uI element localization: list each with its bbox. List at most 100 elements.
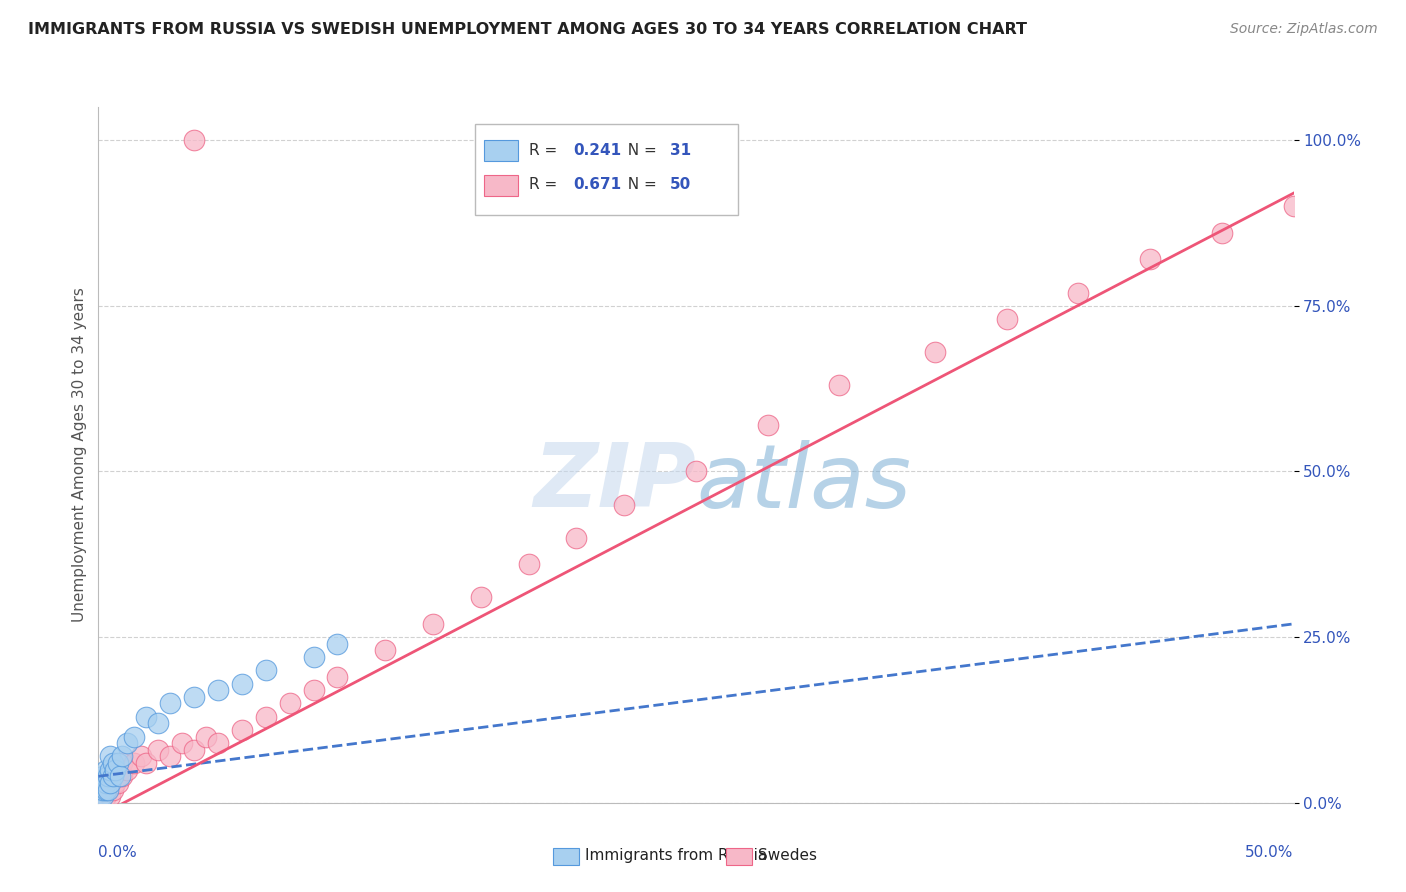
Text: R =: R = bbox=[529, 178, 562, 193]
Point bbox=[148, 743, 170, 757]
Point bbox=[90, 782, 112, 797]
Point bbox=[90, 789, 112, 804]
Text: 0.0%: 0.0% bbox=[98, 845, 138, 860]
Text: N =: N = bbox=[619, 143, 662, 158]
Point bbox=[159, 749, 181, 764]
Y-axis label: Unemployment Among Ages 30 to 34 years: Unemployment Among Ages 30 to 34 years bbox=[72, 287, 87, 623]
Point bbox=[115, 763, 138, 777]
Point bbox=[91, 782, 114, 797]
FancyBboxPatch shape bbox=[475, 124, 738, 215]
Point bbox=[183, 743, 205, 757]
Point bbox=[924, 345, 946, 359]
Point bbox=[131, 749, 153, 764]
Point bbox=[231, 723, 253, 737]
Text: N =: N = bbox=[619, 178, 662, 193]
Point bbox=[94, 763, 117, 777]
Point bbox=[828, 378, 851, 392]
Text: Immigrants from Russia: Immigrants from Russia bbox=[585, 848, 768, 863]
Point bbox=[124, 730, 146, 744]
Text: ZIP: ZIP bbox=[533, 439, 696, 526]
Point bbox=[135, 756, 157, 770]
Point bbox=[278, 697, 301, 711]
Point bbox=[183, 690, 205, 704]
Point bbox=[756, 418, 779, 433]
Point bbox=[98, 749, 122, 764]
Text: 0.241: 0.241 bbox=[572, 143, 621, 158]
Point bbox=[422, 616, 444, 631]
Bar bbox=[553, 848, 579, 865]
Point bbox=[104, 763, 127, 777]
Point bbox=[1282, 199, 1305, 213]
Point bbox=[115, 736, 138, 750]
Point bbox=[104, 776, 127, 790]
Point bbox=[517, 558, 540, 572]
Point bbox=[108, 763, 131, 777]
Point bbox=[97, 782, 120, 797]
Point bbox=[183, 133, 205, 147]
Text: 50.0%: 50.0% bbox=[1246, 845, 1294, 860]
Text: 0.671: 0.671 bbox=[572, 178, 621, 193]
Point bbox=[101, 782, 124, 797]
Bar bbox=[725, 848, 752, 865]
Bar bbox=[485, 175, 517, 196]
Point bbox=[107, 769, 129, 783]
Point bbox=[91, 776, 114, 790]
Point bbox=[90, 776, 112, 790]
Point bbox=[98, 789, 122, 804]
Point bbox=[98, 776, 122, 790]
Point bbox=[91, 789, 114, 804]
Point bbox=[326, 670, 349, 684]
Point bbox=[1139, 252, 1161, 267]
Point bbox=[374, 643, 396, 657]
Text: Source: ZipAtlas.com: Source: ZipAtlas.com bbox=[1230, 22, 1378, 37]
Point bbox=[108, 769, 131, 783]
Point bbox=[94, 782, 117, 797]
Point bbox=[613, 498, 636, 512]
Point bbox=[148, 716, 170, 731]
Point bbox=[97, 769, 120, 783]
Point bbox=[94, 789, 117, 804]
Point bbox=[302, 683, 325, 698]
Point bbox=[104, 763, 127, 777]
Point bbox=[101, 769, 124, 783]
Point bbox=[995, 312, 1018, 326]
Point bbox=[94, 782, 117, 797]
Point bbox=[565, 531, 588, 545]
Point bbox=[107, 776, 129, 790]
Text: atlas: atlas bbox=[696, 440, 911, 525]
Point bbox=[470, 591, 492, 605]
Point bbox=[97, 782, 120, 797]
Point bbox=[135, 709, 157, 723]
Point bbox=[98, 763, 122, 777]
Point bbox=[97, 776, 120, 790]
Point bbox=[302, 650, 325, 665]
Point bbox=[111, 749, 134, 764]
Point bbox=[172, 736, 194, 750]
Point bbox=[326, 637, 349, 651]
Point bbox=[254, 663, 277, 677]
Text: 50: 50 bbox=[669, 178, 690, 193]
Text: 31: 31 bbox=[669, 143, 690, 158]
Point bbox=[111, 769, 134, 783]
Point bbox=[98, 776, 122, 790]
Point bbox=[231, 676, 253, 690]
Text: R =: R = bbox=[529, 143, 562, 158]
Point bbox=[94, 776, 117, 790]
Text: Swedes: Swedes bbox=[758, 848, 817, 863]
Point bbox=[685, 465, 707, 479]
Text: IMMIGRANTS FROM RUSSIA VS SWEDISH UNEMPLOYMENT AMONG AGES 30 TO 34 YEARS CORRELA: IMMIGRANTS FROM RUSSIA VS SWEDISH UNEMPL… bbox=[28, 22, 1028, 37]
Point bbox=[91, 789, 114, 804]
Point bbox=[101, 756, 124, 770]
Point bbox=[90, 782, 112, 797]
Point bbox=[124, 756, 146, 770]
Point bbox=[207, 683, 229, 698]
Point bbox=[107, 756, 129, 770]
Point bbox=[207, 736, 229, 750]
Point bbox=[101, 769, 124, 783]
Point bbox=[1211, 226, 1233, 240]
Point bbox=[159, 697, 181, 711]
Point bbox=[91, 769, 114, 783]
Point bbox=[111, 756, 134, 770]
Point bbox=[254, 709, 277, 723]
Point bbox=[194, 730, 217, 744]
